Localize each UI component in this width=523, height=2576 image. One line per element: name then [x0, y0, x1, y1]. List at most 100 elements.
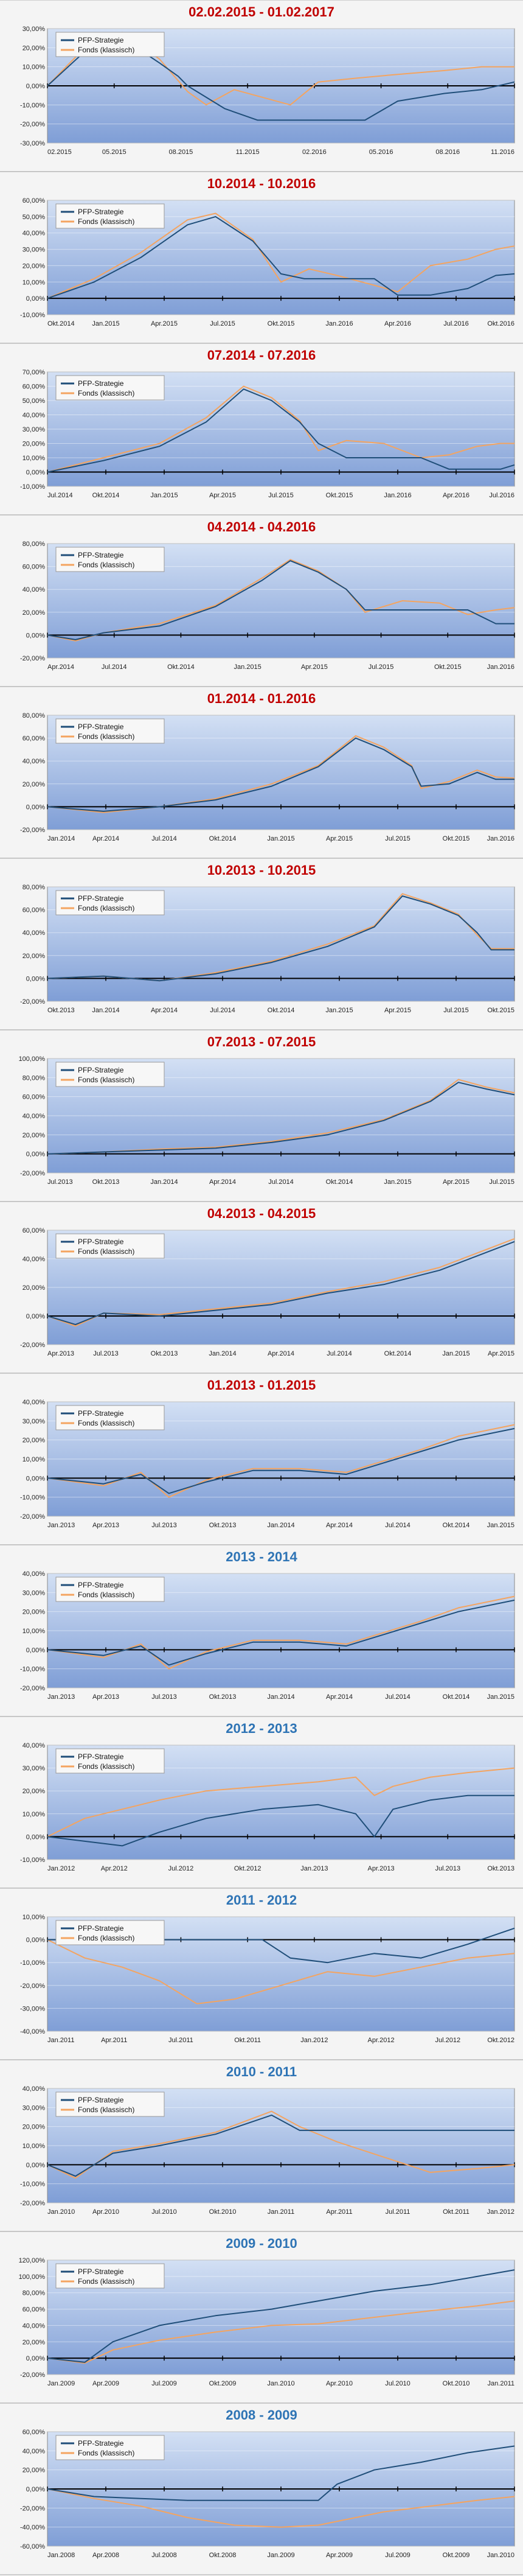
- x-tick-label: Apr.2014: [268, 1350, 294, 1357]
- y-tick-label: 50,00%: [23, 397, 46, 405]
- y-tick-label: -10,00%: [20, 312, 45, 319]
- y-tick-label: 20,00%: [23, 953, 46, 960]
- x-tick-label: Jan.2011: [488, 2380, 514, 2387]
- x-tick-label: Jan.2013: [47, 1522, 75, 1529]
- fund-series-line: [47, 1424, 515, 1498]
- y-tick-label: -20,00%: [20, 1513, 45, 1521]
- y-tick-label: 30,00%: [23, 426, 46, 433]
- y-tick-label: 10,00%: [23, 1456, 46, 1463]
- x-tick-label: Jan.2012: [487, 2208, 514, 2216]
- strategy-series-line: [47, 2445, 515, 2501]
- x-tick-label: Jul.2014: [385, 1522, 410, 1529]
- chart-title: 2012 - 2013: [226, 1721, 297, 1736]
- x-tick-label: Okt.2014: [384, 1350, 412, 1357]
- x-tick-label: Okt.2014: [92, 492, 120, 499]
- chart-panel: 2012 - 2013 40,00% 30,00% 20,00% 10,00% 0,00%…: [0, 1717, 523, 1888]
- y-tick-label: 0,00%: [26, 469, 45, 477]
- legend-strategy-label: PFP-Strategie: [78, 1924, 124, 1933]
- chart-panel: 2010 - 2011 40,00% 30,00% 20,00% 10,00% 0,00%…: [0, 2060, 523, 2231]
- legend-strategy-label: PFP-Strategie: [78, 723, 124, 731]
- x-tick-label: Jan.2015: [487, 1522, 514, 1529]
- x-tick-label: Okt.2013: [209, 1693, 237, 1701]
- y-tick-label: 20,00%: [23, 2124, 46, 2131]
- x-tick-label: Jan.2016: [487, 663, 514, 671]
- y-tick-label: 20,00%: [23, 2339, 46, 2346]
- chart-title: 01.2013 - 01.2015: [207, 1377, 316, 1393]
- chart-plot: 60,00% 50,00% 40,00% 30,00% 20,00% 10,00% 0,00…: [20, 197, 515, 327]
- x-tick-label: Okt.2009: [209, 2380, 237, 2387]
- chart-panel: 07.2014 - 07.2016 70,00% 60,00% 50,00% 40,00…: [0, 343, 523, 515]
- x-tick-label: Jan.2015: [325, 1007, 353, 1014]
- strategy-series-line: [47, 1794, 514, 1847]
- x-tick-label: Jan.2015: [234, 663, 262, 671]
- chart-plot: 40,00% 30,00% 20,00% 10,00% 0,00% -10,00% -20,…: [20, 1570, 515, 1701]
- legend-fund-label: Fonds (klassisch): [78, 1934, 134, 1942]
- x-tick-label: Apr.2016: [384, 320, 411, 327]
- x-tick-label: Apr.2009: [326, 2552, 353, 2559]
- chart-plot: 70,00% 60,00% 50,00% 40,00% 30,00% 20,00% 10,0…: [20, 369, 515, 499]
- y-tick-label: 20,00%: [23, 441, 46, 448]
- y-tick-label: 30,00%: [23, 26, 46, 33]
- x-tick-label: Apr.2016: [443, 492, 469, 499]
- y-tick-label: -10,00%: [20, 483, 45, 491]
- x-tick-label: Jan.2015: [487, 1693, 514, 1701]
- chart-title: 04.2014 - 04.2016: [207, 519, 316, 534]
- x-tick-label: Jan.2016: [384, 492, 411, 499]
- x-tick-label: Jan.2011: [268, 2208, 294, 2216]
- chart-title: 2009 - 2010: [226, 2236, 297, 2251]
- legend-fund-label: Fonds (klassisch): [78, 1076, 134, 1084]
- y-tick-label: 30,00%: [23, 247, 46, 254]
- x-tick-label: Jul.2013: [47, 1178, 73, 1186]
- chart-panel: 2011 - 2012 10,00% 0,00% -10,00% -20,00% -30,…: [0, 1888, 523, 2060]
- x-tick-label: Jul.2014: [268, 1178, 294, 1186]
- chart-plot: 40,00% 30,00% 20,00% 10,00% 0,00% -10,00% -20,…: [20, 1399, 515, 1529]
- y-tick-label: -20,00%: [20, 655, 45, 662]
- y-tick-label: 0,00%: [26, 2161, 45, 2169]
- x-tick-label: Jan.2014: [209, 1350, 236, 1357]
- y-tick-label: 60,00%: [23, 1094, 46, 1101]
- x-tick-label: Jul.2013: [435, 1865, 460, 1872]
- x-tick-label: Okt.2013: [47, 1007, 75, 1014]
- y-tick-label: -30,00%: [20, 2005, 45, 2012]
- y-tick-label: 40,00%: [23, 1113, 46, 1120]
- x-tick-label: Okt.2012: [234, 1865, 262, 1872]
- fund-series-line: [47, 2300, 515, 2364]
- x-tick-label: Jul.2011: [386, 2208, 410, 2216]
- chart-panel: 2009 - 2010 120,00% 100,00% 80,00% 60,00% 40,…: [0, 2231, 523, 2403]
- x-tick-label: Okt.2015: [487, 1007, 514, 1014]
- y-tick-label: 40,00%: [23, 412, 46, 419]
- chart-plot: 40,00%30,00%20,00%10,00%0,00%-10,00%Jan.…: [20, 1742, 515, 1872]
- strategy-series-line: [47, 560, 514, 640]
- x-tick-label: Okt.2014: [326, 1178, 353, 1186]
- strategy-series-line: [47, 737, 514, 812]
- x-tick-label: Okt.2014: [47, 320, 75, 327]
- y-tick-label: -10,00%: [20, 102, 45, 109]
- x-tick-label: Okt.2014: [209, 835, 237, 842]
- legend-strategy-label: PFP-Strategie: [78, 2267, 124, 2276]
- chart-title: 07.2013 - 07.2015: [207, 1034, 316, 1049]
- legend-strategy-label: PFP-Strategie: [78, 1409, 124, 1418]
- y-tick-label: 40,00%: [23, 2448, 46, 2455]
- y-tick-label: 60,00%: [23, 1227, 46, 1234]
- y-tick-label: 20,00%: [23, 1609, 46, 1616]
- x-tick-label: Apr.2011: [326, 2208, 352, 2216]
- chart-panel: 10.2014 - 10.2016 60,00% 50,00% 40,00% 30,00…: [0, 172, 523, 343]
- x-tick-label: Jan.2014: [150, 1178, 178, 1186]
- x-tick-label: Jul.2016: [489, 492, 514, 499]
- legend-box: [55, 718, 165, 744]
- chart-title: 2011 - 2012: [226, 1892, 297, 1908]
- x-tick-label: Apr.2014: [326, 1522, 353, 1529]
- legend-box: [55, 1748, 165, 1774]
- x-tick-label: Jul.2015: [489, 1178, 514, 1186]
- x-tick-label: Jul.2009: [151, 2380, 177, 2387]
- x-tick-label: Apr.2015: [326, 835, 353, 842]
- legend-box: [55, 203, 165, 229]
- y-tick-label: 60,00%: [23, 2306, 46, 2314]
- y-tick-label: -20,00%: [20, 121, 45, 128]
- fund-series-line: [47, 1767, 515, 1838]
- x-tick-label: Okt.2013: [151, 1350, 178, 1357]
- y-tick-label: 20,00%: [23, 44, 46, 52]
- y-tick-label: 40,00%: [23, 230, 46, 237]
- x-tick-label: Jan.2014: [47, 835, 75, 842]
- x-tick-label: Okt.2012: [487, 2037, 514, 2044]
